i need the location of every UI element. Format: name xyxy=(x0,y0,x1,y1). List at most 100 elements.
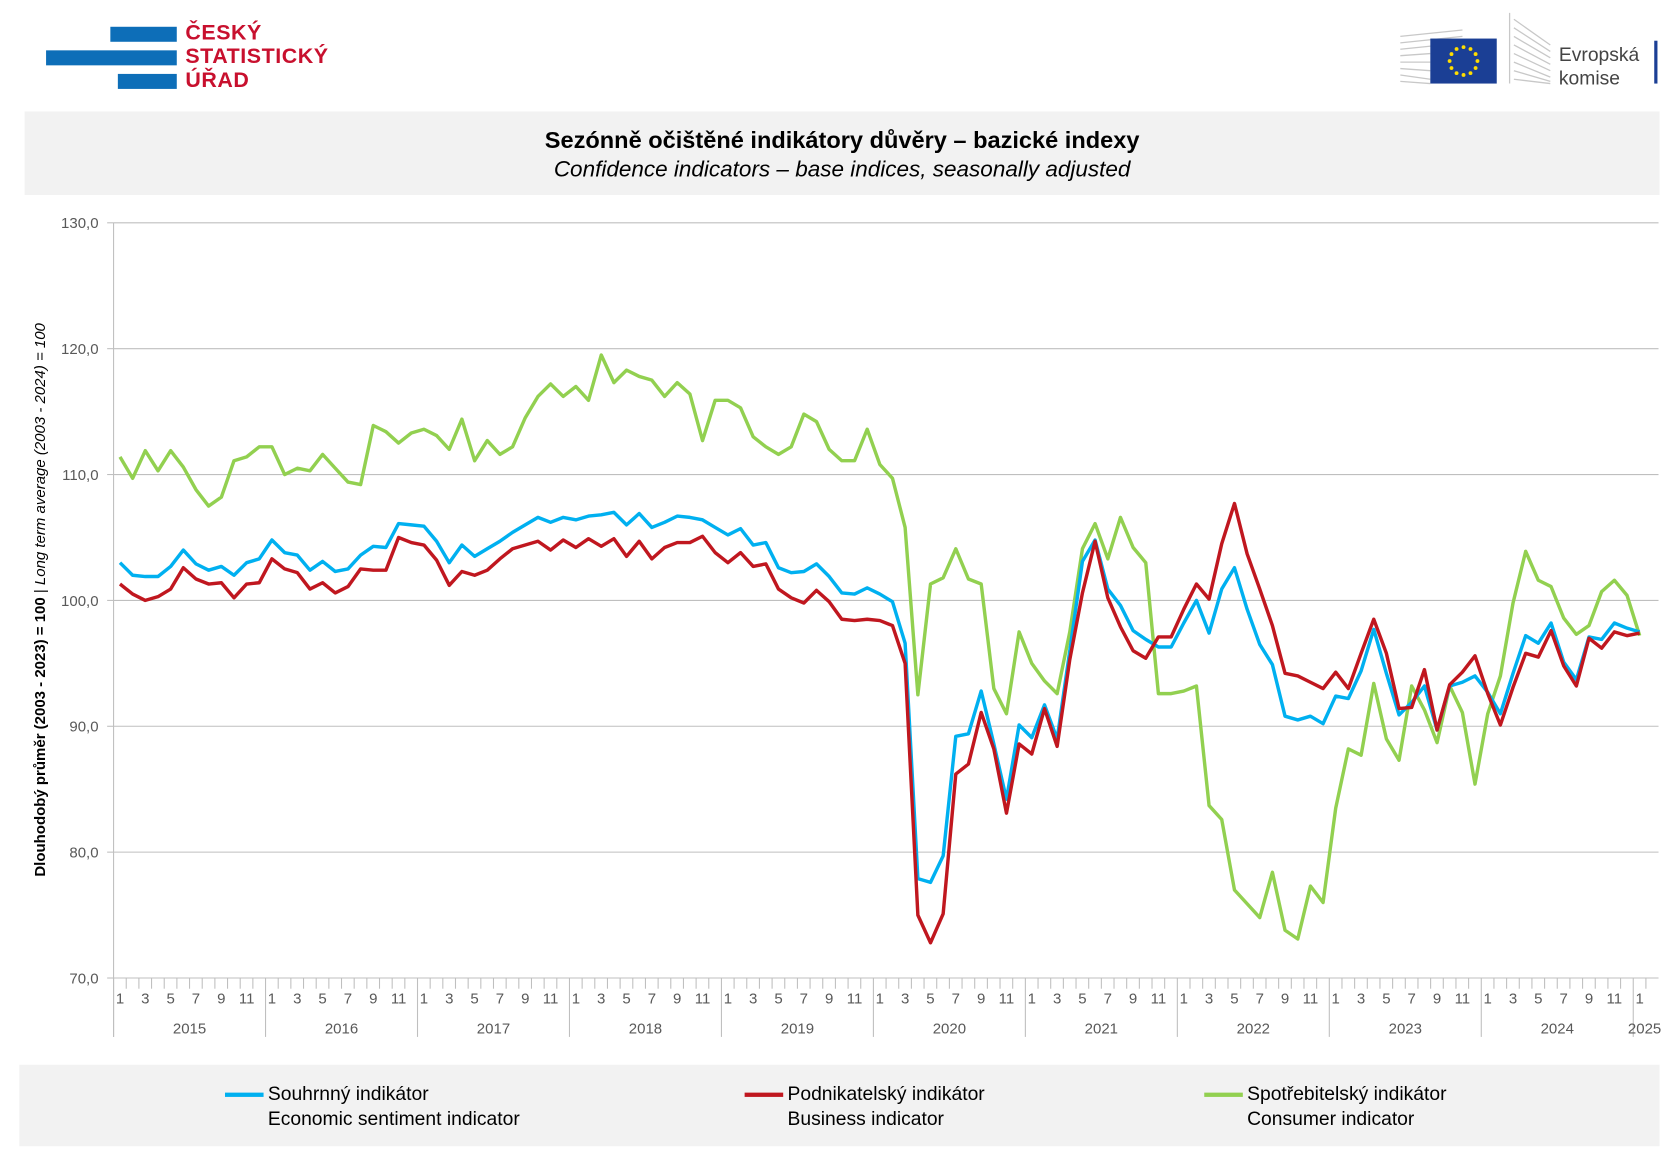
x-month-label: 5 xyxy=(1382,991,1390,1008)
legend-swatch-business xyxy=(744,1092,784,1097)
x-month-label: 11 xyxy=(239,991,255,1008)
x-month-label: 7 xyxy=(496,991,504,1008)
legend-item-consumer: Spotřebitelský indikátor Consumer indica… xyxy=(1204,1082,1447,1131)
star-icon xyxy=(1461,45,1466,50)
x-month-label: 1 xyxy=(116,991,124,1008)
legend-item-business: Podnikatelský indikátor Business indicat… xyxy=(744,1082,985,1131)
star-icon xyxy=(1447,59,1452,63)
x-month-label: 9 xyxy=(217,991,225,1008)
legend-label-en: Business indicator xyxy=(787,1107,944,1130)
x-year-label: 2021 xyxy=(1085,1021,1118,1038)
x-month-label: 11 xyxy=(999,991,1015,1008)
legend-label: Souhrnný indikátor xyxy=(267,1082,429,1105)
star-icon xyxy=(1473,52,1478,57)
x-month-label: 7 xyxy=(1104,991,1112,1008)
y-tick-label: 90,0 xyxy=(69,719,98,736)
x-month-label: 3 xyxy=(141,991,149,1008)
x-month-label: 9 xyxy=(1585,991,1593,1008)
star-icon xyxy=(1454,47,1459,51)
x-month-label: 3 xyxy=(597,991,605,1008)
chart-subtitle: Confidence indicators – base indices, se… xyxy=(553,157,1131,183)
x-month-label: 9 xyxy=(521,991,529,1008)
x-month-label: 5 xyxy=(318,991,326,1008)
x-month-label: 11 xyxy=(1303,991,1319,1008)
x-month-label: 9 xyxy=(673,991,681,1008)
x-month-label: 1 xyxy=(724,991,732,1008)
x-month-label: 5 xyxy=(1534,991,1542,1008)
x-month-label: 11 xyxy=(543,991,559,1008)
x-month-label: 9 xyxy=(1129,991,1137,1008)
x-month-label: 7 xyxy=(344,991,352,1008)
x-month-label: 9 xyxy=(1281,991,1289,1008)
series-line-consumer xyxy=(118,353,1642,941)
x-year-label: 2018 xyxy=(629,1021,662,1038)
star-icon xyxy=(1468,71,1473,76)
csu-logo-line2: STATISTICKÝ xyxy=(185,44,329,69)
x-month-label: 3 xyxy=(901,991,909,1008)
x-year-label: 2020 xyxy=(933,1021,966,1038)
x-month-label: 5 xyxy=(1230,991,1238,1008)
x-month-label: 11 xyxy=(695,991,711,1008)
x-month-label: 11 xyxy=(1455,991,1471,1008)
x-month-label: 3 xyxy=(1205,991,1213,1008)
x-month-label: 7 xyxy=(192,991,200,1008)
x-month-label: 5 xyxy=(166,991,174,1008)
x-month-label: 5 xyxy=(1078,991,1086,1008)
star-icon xyxy=(1449,66,1454,70)
y-tick-label: 70,0 xyxy=(69,970,98,987)
y-tick-label: 100,0 xyxy=(61,593,99,610)
legend-label-en: Economic sentiment indicator xyxy=(267,1107,520,1130)
x-month-label: 11 xyxy=(391,991,407,1008)
x-month-label: 1 xyxy=(1180,991,1188,1008)
star-icon xyxy=(1473,66,1478,70)
x-month-label: 7 xyxy=(648,991,656,1008)
x-month-label: 1 xyxy=(1028,991,1036,1008)
series-line-esi xyxy=(118,510,1641,885)
x-month-label: 7 xyxy=(800,991,808,1008)
legend-label: Podnikatelský indikátor xyxy=(787,1082,985,1105)
x-month-label: 7 xyxy=(1408,991,1416,1008)
x-month-label: 1 xyxy=(268,991,276,1008)
legend-label-en: Consumer indicator xyxy=(1247,1107,1415,1130)
x-month-label: 3 xyxy=(445,991,453,1008)
x-month-label: 3 xyxy=(1357,991,1365,1008)
x-month-label: 9 xyxy=(977,991,985,1008)
legend-swatch-consumer xyxy=(1204,1092,1243,1097)
x-year-label: 2016 xyxy=(325,1021,358,1038)
x-month-label: 11 xyxy=(1151,991,1167,1008)
x-year-label: 2025 xyxy=(1628,1021,1661,1038)
x-month-label: 7 xyxy=(952,991,960,1008)
legend: Souhrnný indikátor Economic sentiment in… xyxy=(19,1064,1660,1147)
star-icon xyxy=(1461,73,1466,77)
y-tick-label: 80,0 xyxy=(69,844,98,861)
x-month-label: 7 xyxy=(1560,991,1568,1008)
eu-flag-icon xyxy=(1400,12,1551,85)
x-month-label: 1 xyxy=(572,991,580,1008)
x-month-label: 9 xyxy=(369,991,377,1008)
x-year-label: 2024 xyxy=(1541,1021,1574,1038)
x-month-label: 5 xyxy=(926,991,934,1008)
eu-logo-line1: Evropská xyxy=(1558,43,1640,66)
x-year-label: 2022 xyxy=(1237,1021,1270,1038)
y-tick-label: 110,0 xyxy=(62,467,98,484)
x-year-label: 2023 xyxy=(1389,1021,1422,1038)
x-month-label: 1 xyxy=(1484,991,1492,1008)
legend-swatch-esi xyxy=(224,1092,264,1097)
x-year-label: 2019 xyxy=(781,1021,814,1038)
x-year-label: 2017 xyxy=(477,1021,510,1038)
x-month-label: 11 xyxy=(1607,991,1623,1008)
x-month-label: 5 xyxy=(622,991,630,1008)
x-month-label: 3 xyxy=(293,991,301,1008)
x-month-label: 5 xyxy=(774,991,782,1008)
legend-label: Spotřebitelský indikátor xyxy=(1247,1082,1447,1105)
x-year-label: 2015 xyxy=(173,1021,206,1038)
x-month-label: 3 xyxy=(1053,991,1061,1008)
eu-logo-bar xyxy=(1654,40,1658,84)
x-month-label: 3 xyxy=(749,991,757,1008)
y-tick-label: 120,0 xyxy=(61,341,99,358)
star-icon xyxy=(1475,59,1480,63)
x-month-label: 1 xyxy=(876,991,884,1008)
x-month-label: 11 xyxy=(847,991,863,1008)
